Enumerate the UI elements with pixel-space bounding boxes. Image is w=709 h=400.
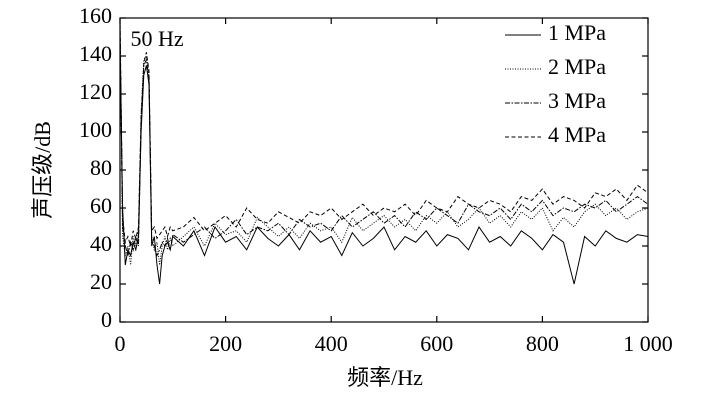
series-line: [119, 17, 649, 247]
legend-label: 4 MPa: [548, 122, 606, 147]
y-tick-label: 0: [101, 307, 112, 332]
plot-frame: [119, 17, 649, 323]
y-tick-label: 40: [90, 231, 112, 256]
series-line: [119, 27, 649, 257]
y-axis-label: 声压级/dB: [30, 121, 55, 219]
x-tick-label: 0: [115, 331, 126, 356]
x-tick-label: 200: [209, 331, 242, 356]
x-tick-label: 800: [526, 331, 559, 356]
y-tick-label: 120: [79, 79, 112, 104]
y-tick-label: 140: [79, 41, 112, 66]
x-tick-label: 600: [420, 331, 453, 356]
legend-label: 3 MPa: [548, 88, 606, 113]
legend-label: 1 MPa: [548, 20, 606, 45]
y-tick-label: 80: [90, 155, 112, 180]
y-tick-label: 60: [90, 193, 112, 218]
x-tick-label: 1 000: [623, 331, 673, 356]
annotation: 50 Hz: [131, 26, 184, 51]
series-line: [119, 17, 649, 266]
x-axis-label: 频率/Hz: [347, 365, 423, 390]
y-tick-label: 160: [79, 3, 112, 28]
x-tick-label: 400: [315, 331, 348, 356]
legend-label: 2 MPa: [548, 54, 606, 79]
y-tick-label: 100: [79, 117, 112, 142]
y-tick-label: 20: [90, 269, 112, 294]
